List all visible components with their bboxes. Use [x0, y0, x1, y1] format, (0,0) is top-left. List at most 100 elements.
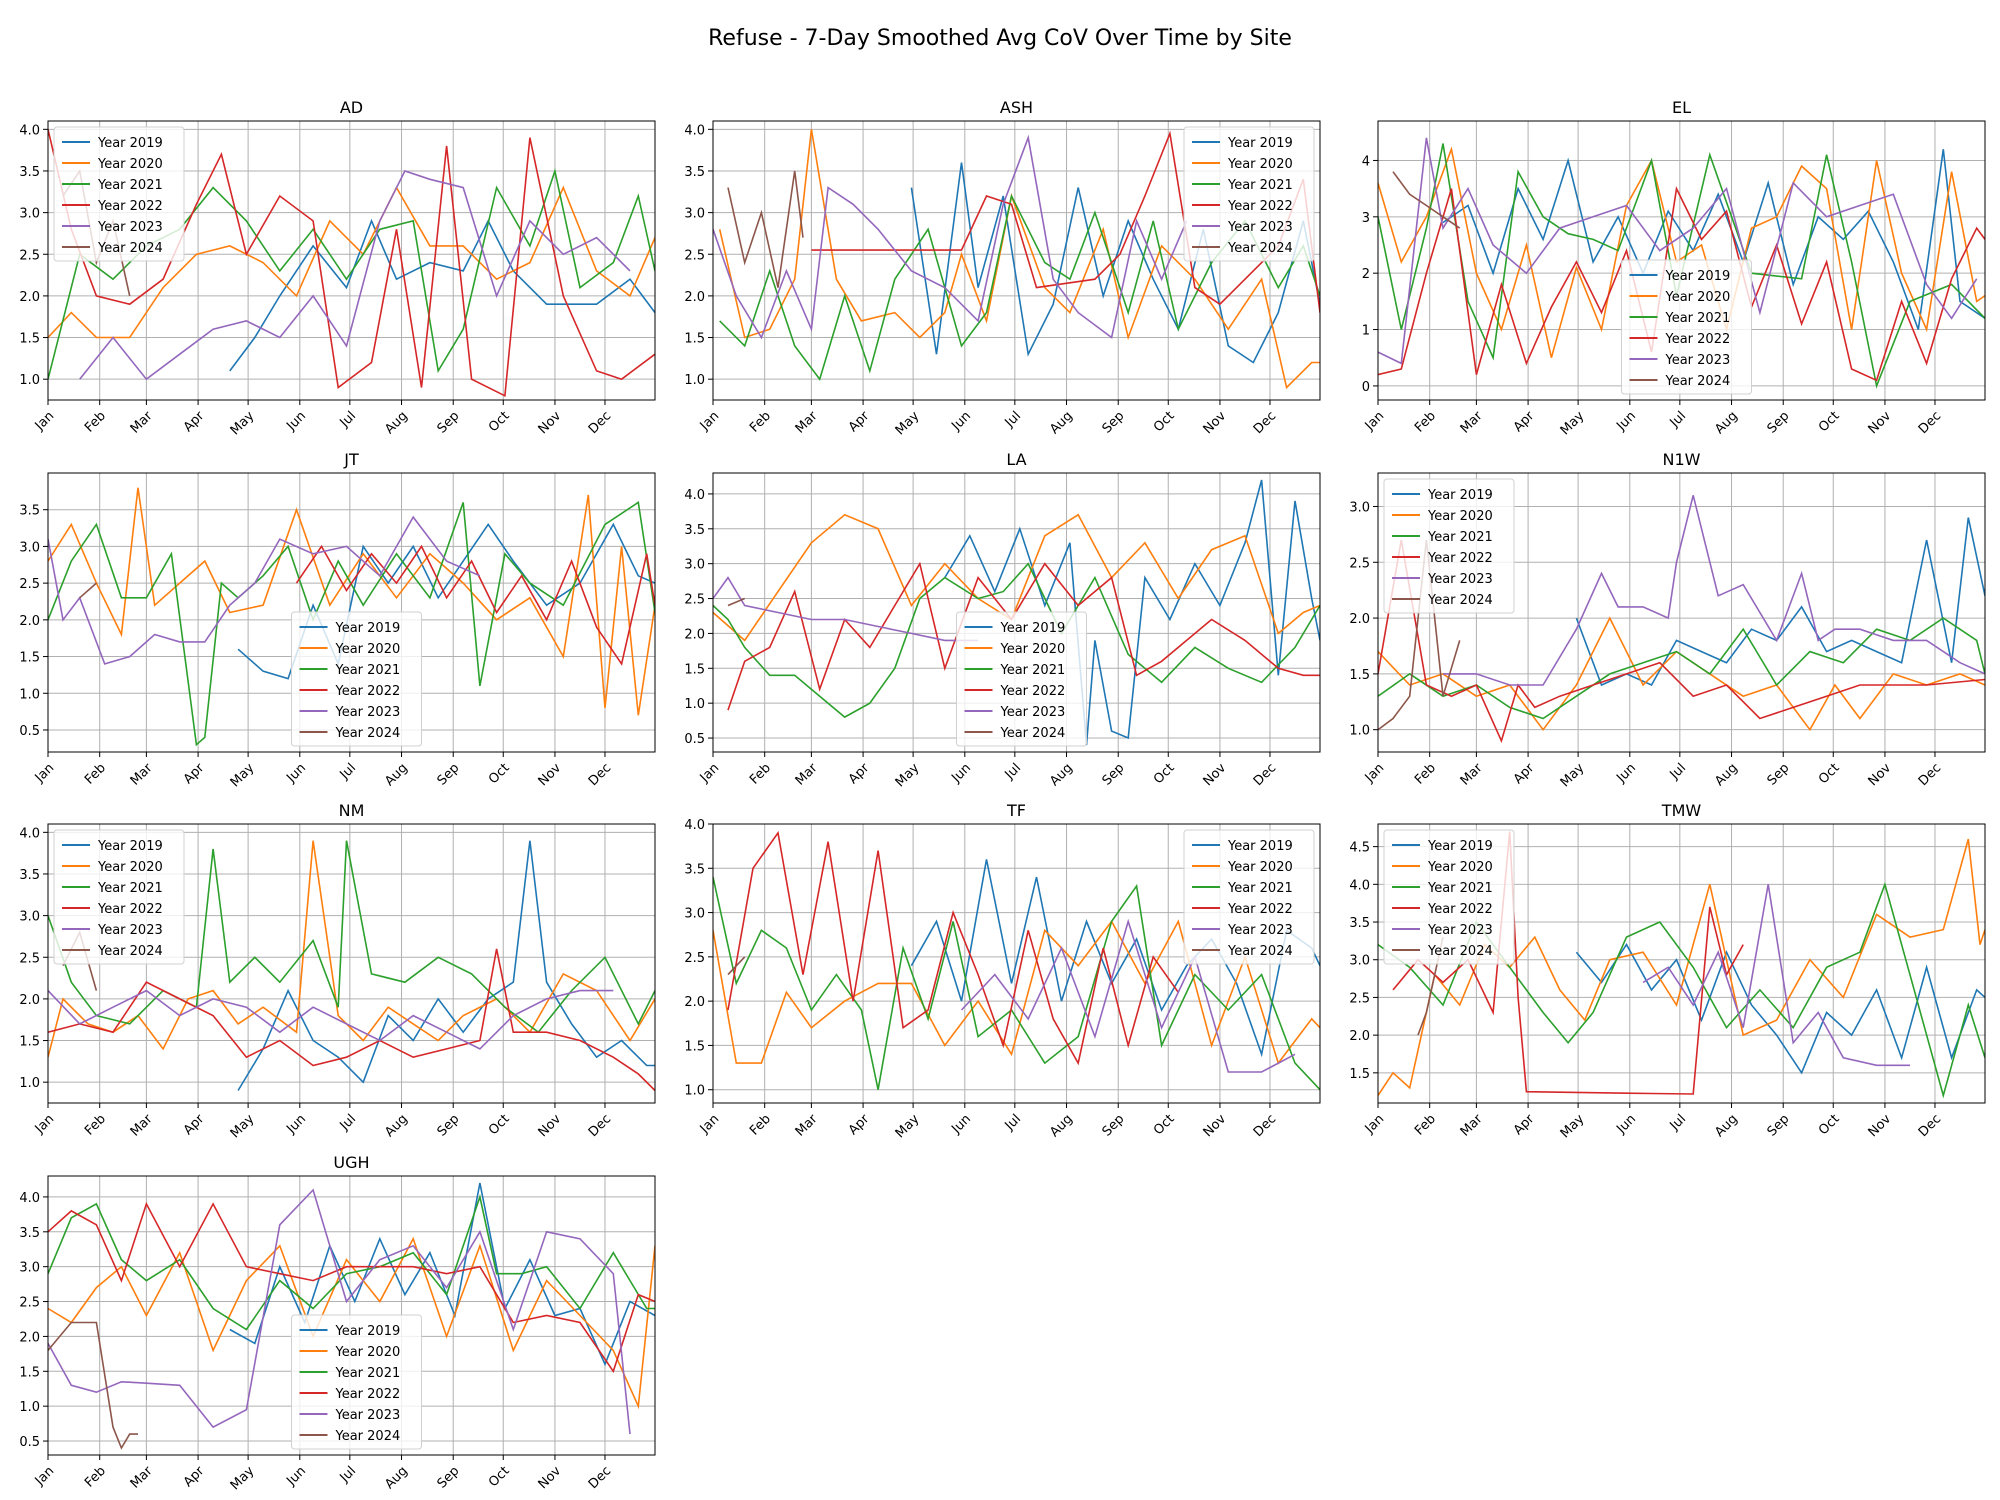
x-tick-label: Aug — [382, 761, 411, 790]
x-tick-label: Jan — [697, 761, 722, 786]
x-tick-label: Sep — [1100, 1112, 1128, 1140]
x-tick-label: Nov — [536, 760, 565, 789]
subplot-title: UGH — [333, 1153, 369, 1172]
x-tick-label: Apr — [181, 408, 208, 435]
legend-label: Year 2021 — [1427, 881, 1493, 896]
y-tick-label: 1.5 — [684, 1039, 705, 1054]
y-tick-label: 2.0 — [19, 290, 40, 305]
legend-label: Year 2020 — [1000, 642, 1066, 657]
legend-label: Year 2022 — [335, 684, 401, 699]
x-tick-label: Jun — [948, 1112, 974, 1138]
y-tick-label: 1.5 — [19, 332, 40, 347]
x-tick-label: Jun — [1613, 409, 1639, 435]
x-tick-label: May — [228, 1463, 258, 1493]
x-tick-label: Sep — [435, 1112, 463, 1140]
x-tick-label: Nov — [1201, 408, 1230, 437]
y-tick-label: 4.0 — [19, 123, 40, 138]
y-tick-label: 2.5 — [19, 248, 40, 263]
legend-label: Year 2022 — [1227, 199, 1293, 214]
legend-label: Year 2022 — [335, 1387, 401, 1402]
legend-label: Year 2023 — [1665, 353, 1731, 368]
x-tick-label: Dec — [1251, 1112, 1279, 1140]
legend-label: Year 2024 — [97, 944, 163, 959]
legend-label: Year 2022 — [1427, 902, 1493, 917]
y-tick-label: 1.5 — [19, 1035, 40, 1050]
x-tick-label: May — [893, 408, 923, 438]
y-tick-label: 4.0 — [684, 818, 705, 833]
subplot-tmw: Jan Feb Mar Apr May Jun Jul Aug Sep Oct Nov Dec 1.5 2… — [1349, 801, 1985, 1141]
y-tick-label: 3.5 — [19, 504, 40, 519]
x-tick-label: Dec — [586, 1464, 614, 1492]
x-tick-label: Jul — [1002, 409, 1024, 431]
x-tick-label: Jul — [1667, 1112, 1689, 1134]
legend-label: Year 2019 — [97, 839, 163, 854]
x-tick-label: Feb — [82, 409, 109, 436]
x-tick-label: Aug — [1712, 1112, 1741, 1141]
x-tick-label: Jan — [1362, 1112, 1387, 1137]
y-tick-label: 2.0 — [19, 614, 40, 629]
x-tick-label: Dec — [1916, 1112, 1944, 1140]
legend-label: Year 2022 — [1227, 902, 1293, 917]
y-tick-label: 3.0 — [19, 207, 40, 222]
y-tick-label: 1.5 — [19, 651, 40, 666]
subplot-tf: Jan Feb Mar Apr May Jun Jul Aug Sep Oct Nov Dec1.01… — [684, 801, 1320, 1141]
y-tick-label: 2.5 — [684, 248, 705, 263]
x-tick-label: Sep — [1100, 761, 1128, 789]
y-tick-label: 3.5 — [684, 523, 705, 538]
legend: Year 2019 Year 2020 Year 2021 Year 2022 Year… — [1184, 127, 1314, 261]
x-tick-label: Jun — [1613, 1112, 1639, 1138]
x-tick-label: Apr — [846, 1111, 873, 1138]
legend-label: Year 2023 — [1227, 923, 1293, 938]
legend-label: Year 2020 — [335, 642, 401, 657]
x-tick-label: Mar — [793, 1111, 821, 1139]
y-tick-label: 3.5 — [19, 165, 40, 180]
y-tick-label: 1.0 — [19, 1076, 40, 1091]
y-tick-label: 2 — [1362, 267, 1370, 282]
x-tick-label: Dec — [1251, 761, 1279, 789]
y-tick-label: 3.0 — [684, 558, 705, 573]
legend-label: Year 2023 — [335, 705, 401, 720]
x-tick-label: Jan — [697, 409, 722, 434]
x-tick-label: May — [1558, 760, 1588, 790]
x-tick-label: Jul — [337, 409, 359, 431]
x-tick-label: Apr — [181, 760, 208, 787]
x-tick-label: May — [228, 408, 258, 438]
subplot-el: Jan Feb Mar Apr May Jun Jul Aug Sep Oct Nov Dec 0 1 2 3… — [1362, 98, 1985, 438]
legend-label: Year 2019 — [335, 621, 401, 636]
y-tick-label: 2.0 — [19, 993, 40, 1008]
y-tick-label: 2.5 — [684, 951, 705, 966]
x-tick-label: Apr — [181, 1111, 208, 1138]
subplot-title: JT — [343, 450, 359, 469]
x-tick-label: Oct — [1816, 761, 1843, 788]
subplot-title: AD — [340, 98, 363, 117]
x-tick-label: Oct — [1151, 409, 1178, 436]
legend: Year 2019 Year 2020 Year 2021 Year 2022 Year… — [1184, 830, 1314, 964]
y-tick-label: 4.0 — [684, 488, 705, 503]
legend: Year 2019 Year 2020 Year 2021 Year 2022 Year… — [54, 127, 184, 261]
legend-label: Year 2024 — [335, 726, 401, 741]
legend: Year 2019 Year 2020 Year 2021 Year 2022 Year… — [54, 830, 184, 964]
subplot-title: TMW — [1661, 801, 1702, 820]
x-tick-label: Feb — [747, 409, 774, 436]
subplot-la: Jan Feb Mar Apr May Jun Jul Aug Sep Oct Nov Dec 0.5 1… — [684, 450, 1320, 790]
x-tick-label: Jul — [337, 761, 359, 783]
y-tick-label: 0.5 — [19, 1435, 40, 1450]
y-tick-label: 1.5 — [1349, 1067, 1370, 1082]
y-tick-label: 0.5 — [684, 732, 705, 747]
y-tick-label: 2.5 — [1349, 556, 1370, 571]
y-tick-label: 0 — [1362, 380, 1370, 395]
legend-label: Year 2024 — [1000, 726, 1066, 741]
x-tick-label: Mar — [128, 1463, 156, 1491]
x-tick-label: Feb — [82, 1112, 109, 1139]
x-tick-label: Aug — [1047, 409, 1076, 438]
x-tick-label: Aug — [1047, 1112, 1076, 1141]
x-tick-label: Jan — [32, 409, 57, 434]
y-tick-label: 1.0 — [1349, 724, 1370, 739]
x-tick-label: Oct — [1151, 761, 1178, 788]
x-tick-label: Oct — [486, 409, 513, 436]
y-tick-label: 3.5 — [19, 1226, 40, 1241]
legend-label: Year 2020 — [1665, 290, 1731, 305]
x-tick-label: Apr — [1511, 1111, 1538, 1138]
y-tick-label: 4.5 — [1349, 841, 1370, 856]
legend-label: Year 2024 — [1227, 944, 1293, 959]
